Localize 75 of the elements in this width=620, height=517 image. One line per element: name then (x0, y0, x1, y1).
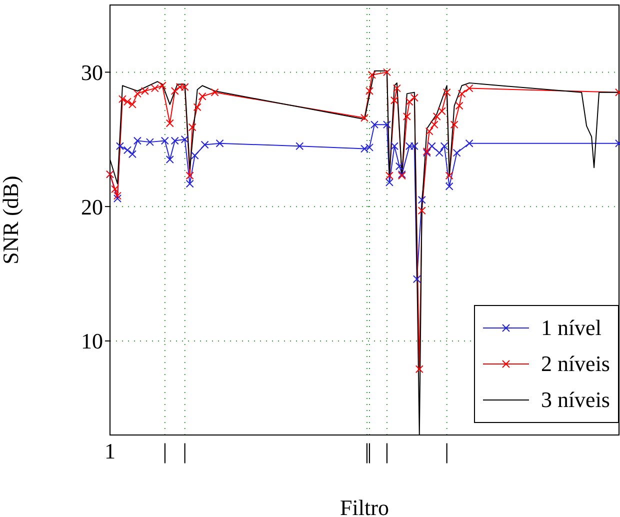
point (458, 90, 466, 98)
point (465, 139, 474, 148)
point (430, 120, 438, 129)
point (435, 148, 444, 157)
point (186, 172, 194, 180)
point (432, 112, 441, 121)
point (146, 138, 154, 146)
x-tick-label: | (444, 438, 450, 464)
point (123, 146, 132, 154)
point (210, 88, 219, 96)
point (405, 98, 414, 106)
point (390, 96, 398, 104)
point (418, 206, 426, 215)
point (296, 142, 304, 150)
point (360, 114, 368, 122)
point (440, 142, 448, 150)
point (392, 84, 401, 92)
legend-label: 2 níveis (540, 351, 610, 377)
point (438, 107, 446, 116)
point (113, 192, 122, 200)
point (123, 98, 132, 106)
point (216, 139, 224, 148)
point (452, 148, 461, 157)
x-tick-label: | (182, 438, 188, 464)
point (186, 180, 194, 188)
x-tick-label: | (364, 438, 370, 464)
point (166, 156, 174, 164)
x-tick-label: 1 (104, 438, 116, 464)
y-tick-label: 30 (81, 60, 103, 85)
point (418, 196, 426, 204)
point (450, 120, 458, 129)
point (382, 120, 391, 129)
point (445, 172, 454, 180)
point (442, 88, 451, 96)
point (133, 136, 142, 145)
x-tick-label: | (162, 438, 168, 464)
point (382, 68, 391, 76)
point (385, 178, 394, 186)
point (110, 185, 119, 194)
point (118, 95, 126, 104)
point (410, 94, 418, 102)
point (200, 140, 209, 149)
y-axis-title: SNR (dB) (0, 176, 23, 264)
point (395, 162, 404, 170)
point (368, 70, 376, 79)
point (188, 123, 196, 132)
point (180, 135, 189, 144)
point (412, 275, 421, 284)
legend-label: 1 nível (540, 315, 602, 341)
point (116, 142, 124, 150)
point (198, 92, 206, 100)
point (425, 127, 434, 136)
point (166, 119, 174, 128)
point (402, 112, 411, 121)
point (128, 100, 136, 108)
y-tick-label: 10 (81, 328, 103, 354)
point (365, 87, 374, 95)
legend-label: 3 níveis (540, 387, 610, 413)
point (455, 102, 464, 110)
point (445, 182, 454, 190)
point (385, 172, 394, 180)
point (170, 87, 179, 95)
point (190, 152, 199, 160)
point (128, 150, 136, 158)
y-tick-label: 20 (81, 194, 103, 220)
point (428, 142, 436, 150)
point (415, 365, 424, 374)
x-tick-label: | (384, 438, 390, 464)
point (465, 84, 474, 92)
x-axis-title: Filtro (340, 495, 389, 517)
x-tick-label: | (367, 438, 372, 464)
point (370, 120, 378, 129)
point (390, 142, 398, 150)
point (113, 194, 122, 202)
point (193, 103, 202, 112)
